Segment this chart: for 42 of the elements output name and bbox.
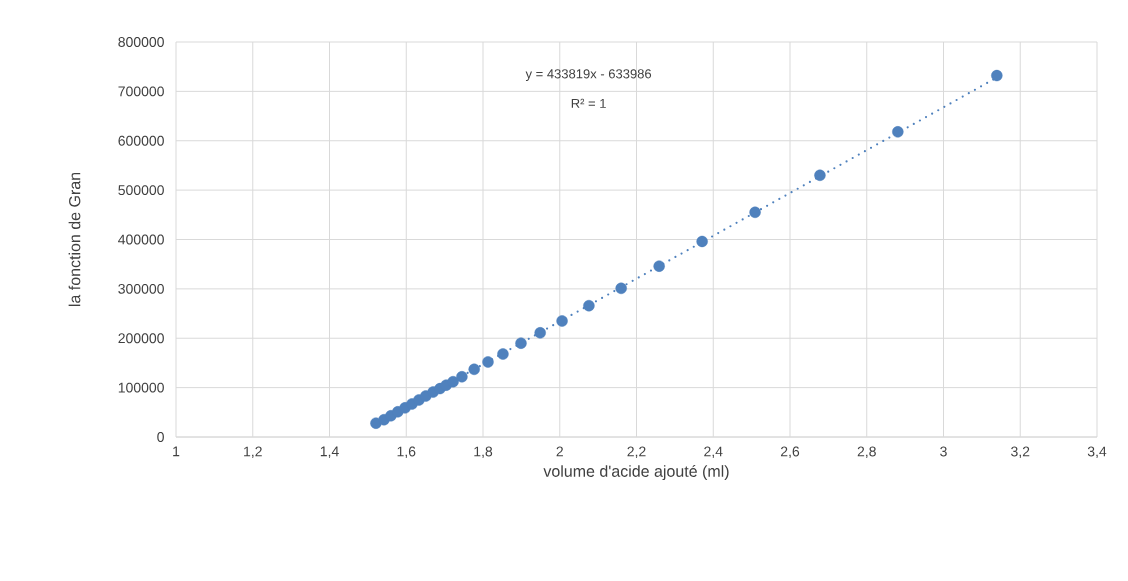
annotation: R² = 1 (571, 98, 606, 108)
point (497, 348, 509, 360)
point (615, 282, 627, 295)
point (583, 299, 595, 312)
x-tick-label: 1,2 (244, 446, 262, 459)
y-tick-label: 700000 (118, 86, 164, 97)
x-tick-label: 2,8 (857, 446, 876, 459)
annotation: y = 433819x - 633986 (525, 69, 652, 81)
x-tick-label: 1 (173, 446, 180, 457)
y-tick-label: 600000 (118, 135, 164, 146)
point (653, 260, 665, 272)
point (468, 363, 480, 376)
point (696, 235, 708, 248)
x-tick-label: 1,6 (397, 446, 416, 459)
x-tick-label: 3 (940, 446, 947, 457)
point (892, 126, 904, 138)
x-tick-label: 2,2 (627, 446, 646, 459)
y-tick-label: 200000 (118, 333, 164, 344)
y-tick-label: 400000 (118, 234, 164, 245)
point (991, 69, 1003, 82)
y-axis-title: la fonction de Gran (68, 172, 81, 307)
x-tick-label: 1,8 (474, 446, 493, 459)
point (447, 375, 459, 388)
x-tick-label: 3,2 (1011, 446, 1030, 459)
point (749, 206, 761, 219)
y-tick-label: 800000 (118, 37, 164, 47)
y-tick-label: 300000 (118, 283, 164, 294)
point (482, 356, 494, 368)
x-tick-label: 2 (556, 446, 563, 457)
x-axis-title: volume d'acide ajouté (ml) (543, 464, 729, 481)
point (556, 315, 568, 327)
x-tick-label: 2,4 (704, 446, 723, 459)
point (534, 327, 546, 339)
x-tick-label: 1,4 (320, 446, 339, 458)
point (814, 169, 826, 182)
point (515, 337, 527, 349)
x-tick-label: 3,4 (1087, 446, 1107, 459)
y-tick-label: 100000 (118, 382, 164, 393)
point (456, 371, 468, 383)
x-tick-label: 2,6 (780, 446, 800, 459)
y-tick-label: 500000 (118, 185, 164, 196)
y-tick-label: 0 (157, 432, 164, 442)
